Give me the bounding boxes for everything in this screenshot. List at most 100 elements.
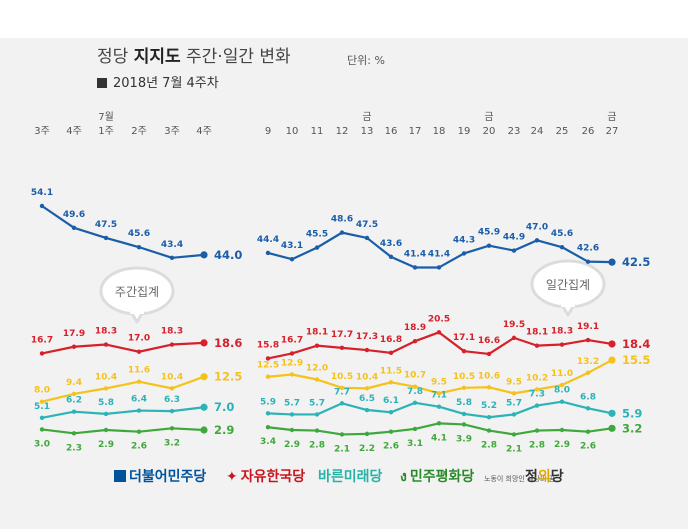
data-point-daily-자유한국당 — [289, 351, 295, 356]
data-point-daily-민주평화당 — [412, 426, 418, 432]
data-point-daily-정의당 — [388, 380, 394, 385]
data-label-daily-정의당: 10.4 — [356, 372, 378, 382]
data-point-daily-정의당 — [364, 386, 370, 391]
data-point-weekly-자유한국당 — [200, 339, 208, 347]
data-label-daily-정의당: 9.5 — [431, 377, 447, 387]
title-suffix: 주간·일간 변화 — [180, 47, 291, 67]
data-label-daily-바른미래당: 5.9 — [622, 406, 642, 420]
data-point-daily-정의당 — [461, 385, 467, 391]
x-tick-daily: 26 — [582, 126, 595, 137]
data-point-daily-정의당 — [486, 385, 492, 390]
data-point-daily-더불어민주당 — [585, 259, 591, 264]
data-point-daily-바른미래당 — [608, 409, 616, 417]
series-line-weekly-자유한국당 — [41, 341, 205, 355]
data-point-weekly-민주평화당 — [136, 429, 142, 434]
data-point-daily-바른미래당 — [314, 412, 320, 417]
data-label-weekly-바른미래당: 6.3 — [164, 395, 180, 405]
data-point-daily-더불어민주당 — [289, 257, 295, 262]
data-point-daily-자유한국당 — [364, 347, 370, 353]
data-label-daily-민주평화당: 2.8 — [529, 441, 545, 451]
data-label-daily-민주평화당: 2.8 — [309, 441, 325, 451]
data-label-weekly-민주평화당: 3.0 — [34, 439, 50, 449]
logo-lkp: ✦ 자유한국당 — [226, 466, 305, 486]
logo-peace: ง 민주평화당 — [400, 466, 474, 488]
data-point-daily-민주평화당 — [289, 427, 295, 433]
data-point-weekly-민주평화당 — [103, 427, 109, 433]
data-label-daily-자유한국당: 15.8 — [257, 340, 279, 350]
data-label-daily-자유한국당: 16.6 — [478, 336, 500, 346]
series-line-weekly-더불어민주당 — [41, 205, 205, 259]
data-label-daily-민주평화당: 2.2 — [359, 444, 375, 454]
data-label-weekly-민주평화당: 2.9 — [98, 440, 114, 450]
data-point-daily-자유한국당 — [511, 335, 517, 341]
data-point-daily-자유한국당 — [314, 343, 320, 348]
x-tick-daily: 27 — [606, 126, 619, 137]
data-point-daily-민주평화당 — [339, 432, 345, 437]
data-label-daily-자유한국당: 19.1 — [577, 322, 599, 332]
data-point-daily-바른미래당 — [388, 410, 394, 415]
data-label-daily-자유한국당: 18.3 — [551, 327, 573, 337]
logo-justice-main: 정의당 — [525, 469, 564, 485]
x-tick-daily: 18 — [433, 126, 446, 137]
data-label-daily-민주평화당: 2.8 — [481, 441, 497, 451]
data-point-daily-자유한국당 — [412, 339, 418, 344]
logo-bareun: 바른미래당 — [318, 466, 382, 486]
bubble-weekly: 주간집계 — [99, 266, 175, 324]
day-mark: 금 — [362, 111, 371, 123]
data-label-daily-정의당: 9.5 — [506, 377, 522, 387]
data-label-daily-민주평화당: 2.1 — [334, 444, 350, 454]
data-point-daily-민주평화당 — [436, 421, 442, 426]
data-label-daily-민주평화당: 3.2 — [622, 421, 642, 435]
data-label-weekly-더불어민주당: 43.4 — [161, 240, 183, 250]
data-label-daily-바른미래당: 7.3 — [529, 390, 545, 400]
data-label-daily-민주평화당: 2.9 — [554, 440, 570, 450]
data-label-daily-더불어민주당: 45.9 — [478, 228, 500, 238]
data-point-daily-바른미래당 — [511, 412, 517, 417]
data-point-daily-바른미래당 — [559, 399, 565, 404]
data-label-daily-민주평화당: 3.1 — [407, 439, 423, 449]
data-label-weekly-더불어민주당: 45.6 — [128, 229, 150, 239]
data-point-weekly-바른미래당 — [136, 408, 142, 413]
data-label-daily-더불어민주당: 47.0 — [526, 222, 548, 232]
data-point-weekly-바른미래당 — [71, 409, 77, 414]
data-label-weekly-더불어민주당: 47.5 — [95, 220, 117, 230]
data-label-weekly-더불어민주당: 44.0 — [214, 248, 242, 262]
bubble-daily-label: 일간집계 — [546, 278, 590, 292]
data-point-weekly-자유한국당 — [136, 349, 142, 354]
data-label-daily-자유한국당: 17.3 — [356, 332, 378, 342]
data-label-weekly-바른미래당: 5.8 — [98, 398, 114, 408]
data-label-weekly-더불어민주당: 49.6 — [63, 210, 85, 220]
logo-minjoo: 더불어민주당 — [114, 466, 206, 486]
data-label-weekly-바른미래당: 7.0 — [214, 400, 234, 414]
data-point-weekly-민주평화당 — [39, 427, 45, 432]
logo-minjoo-text: 더불어민주당 — [129, 469, 207, 485]
data-point-daily-정의당 — [436, 391, 442, 396]
data-label-daily-민주평화당: 2.6 — [580, 442, 596, 452]
data-point-weekly-더불어민주당 — [136, 244, 142, 250]
data-label-daily-정의당: 10.6 — [478, 371, 500, 381]
data-point-daily-더불어민주당 — [314, 245, 320, 250]
x-tick-weekly: 1주 — [98, 126, 114, 137]
data-point-daily-정의당 — [289, 372, 295, 377]
data-point-daily-정의당 — [339, 385, 345, 391]
day-mark: 금 — [484, 111, 493, 123]
data-label-daily-더불어민주당: 44.4 — [257, 235, 279, 245]
data-label-daily-더불어민주당: 44.3 — [453, 235, 475, 245]
data-label-weekly-더불어민주당: 54.1 — [31, 188, 53, 198]
data-point-weekly-더불어민주당 — [200, 251, 208, 259]
x-tick-weekly: 3주 — [164, 126, 180, 137]
data-point-daily-민주평화당 — [585, 429, 591, 434]
title-bold: 지지도 — [133, 47, 181, 67]
data-point-weekly-정의당 — [136, 379, 142, 384]
chart-title: 정당 지지도 주간·일간 변화 — [97, 42, 291, 67]
unit-label: 단위: % — [347, 54, 385, 67]
data-point-daily-바른미래당 — [461, 411, 467, 417]
data-point-daily-바른미래당 — [486, 415, 492, 420]
data-label-weekly-바른미래당: 6.4 — [131, 395, 147, 405]
data-label-weekly-민주평화당: 3.2 — [164, 438, 180, 448]
data-label-weekly-정의당: 10.4 — [95, 372, 117, 382]
subtitle-text: 2018년 7월 4주차 — [113, 76, 219, 91]
data-label-weekly-정의당: 10.4 — [161, 372, 183, 382]
